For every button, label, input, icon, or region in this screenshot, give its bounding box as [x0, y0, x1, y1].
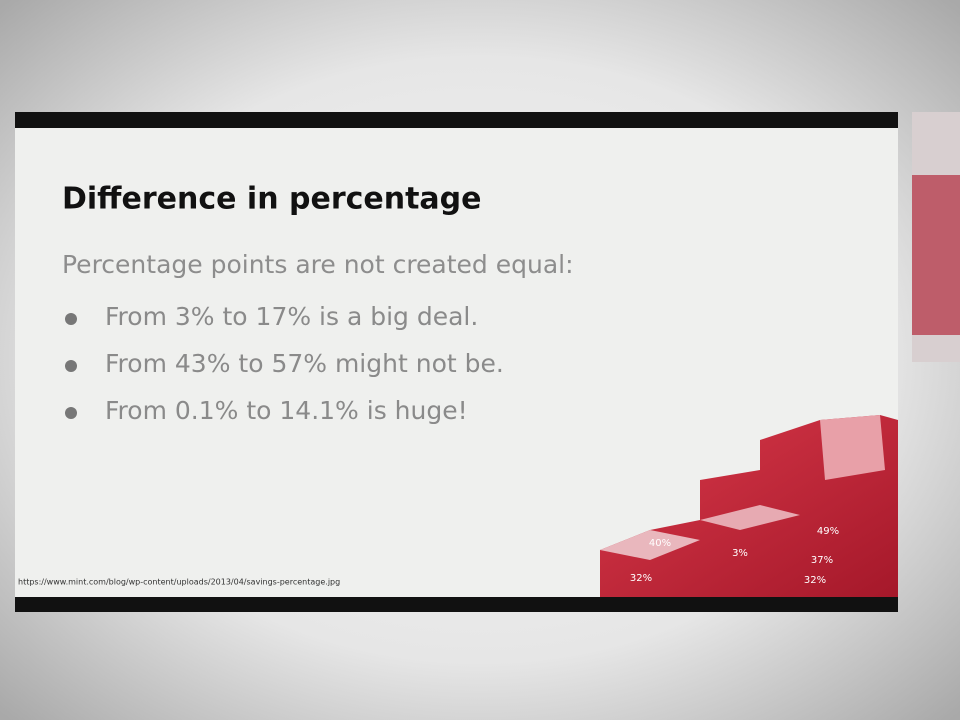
bullet-dot — [65, 360, 77, 372]
bullet-text: From 43% to 57% might not be. — [105, 349, 504, 378]
box-face — [700, 505, 800, 530]
box-face — [820, 415, 885, 480]
image-label: 49% — [817, 526, 839, 537]
image-label: 37% — [811, 555, 833, 566]
boxes-image — [600, 415, 898, 597]
image-label: 32% — [804, 575, 826, 586]
slide-top-bar — [15, 112, 898, 128]
bullet-dot — [65, 313, 77, 325]
image-label: 3% — [732, 548, 748, 559]
image-label: 32% — [630, 573, 652, 584]
side-image-red — [912, 175, 960, 335]
bullet-text: From 0.1% to 14.1% is huge! — [105, 396, 468, 425]
bullet-dot — [65, 407, 77, 419]
source: https://www.mint.com/blog/wp-content/upl… — [18, 578, 340, 587]
bullet-text: From 3% to 17% is a big deal. — [105, 302, 478, 331]
image-label: 40% — [649, 538, 671, 549]
slide-title: Difference in percentage — [62, 182, 482, 217]
slide-bottom-bar — [15, 597, 898, 612]
box-face — [600, 530, 700, 560]
intro: Percentage points are not created equal: — [62, 250, 574, 279]
